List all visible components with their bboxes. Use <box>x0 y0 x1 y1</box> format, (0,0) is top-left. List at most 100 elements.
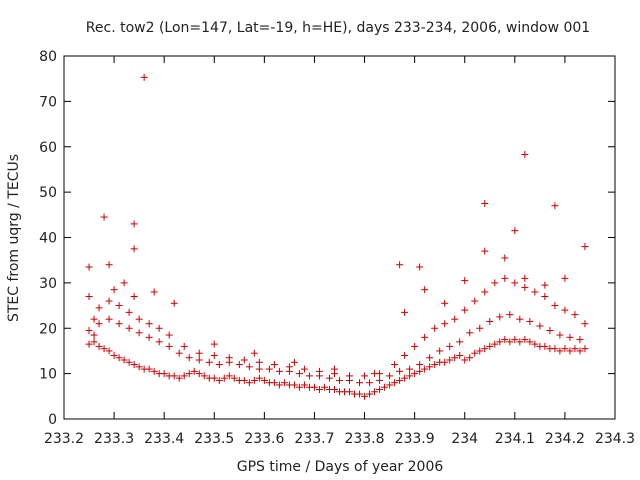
data-point <box>466 354 474 362</box>
data-point <box>411 370 419 378</box>
data-point <box>426 363 434 371</box>
data-point <box>541 292 549 300</box>
data-point <box>491 340 499 348</box>
data-point <box>481 247 489 255</box>
data-point <box>376 386 384 394</box>
data-point <box>170 299 178 307</box>
data-point <box>541 342 549 350</box>
data-point <box>436 347 444 355</box>
data-point <box>105 347 113 355</box>
data-point <box>566 333 574 341</box>
data-point <box>105 261 113 269</box>
data-point <box>506 311 514 319</box>
data-point <box>571 345 579 353</box>
data-point <box>541 281 549 289</box>
data-point <box>115 302 123 310</box>
x-axis-label: GPS time / Days of year 2006 <box>237 459 444 475</box>
y-tick-label: 30 <box>39 276 57 292</box>
data-point <box>441 358 449 366</box>
data-point <box>396 376 404 384</box>
data-point <box>85 263 93 271</box>
data-point <box>396 367 404 375</box>
data-point <box>396 261 404 269</box>
data-point <box>421 365 429 373</box>
data-point <box>175 349 183 357</box>
y-tick-label: 50 <box>39 185 57 201</box>
data-point <box>581 320 589 328</box>
data-point <box>356 390 364 398</box>
data-point <box>105 297 113 305</box>
data-point <box>426 354 434 362</box>
data-point <box>581 345 589 353</box>
data-point <box>361 392 369 400</box>
data-point <box>451 354 459 362</box>
data-point <box>210 340 218 348</box>
data-point <box>130 220 138 228</box>
data-point <box>366 390 374 398</box>
data-point <box>210 351 218 359</box>
data-point <box>200 372 208 380</box>
data-point <box>235 361 243 369</box>
data-point <box>195 370 203 378</box>
data-point <box>556 347 564 355</box>
data-point <box>110 286 118 294</box>
data-point <box>270 361 278 369</box>
data-point <box>406 372 414 380</box>
data-point <box>356 379 364 387</box>
data-point <box>195 356 203 364</box>
data-point <box>140 73 148 81</box>
data-point <box>95 342 103 350</box>
data-point <box>220 374 228 382</box>
y-tick-label: 10 <box>39 367 57 383</box>
data-points <box>85 73 589 400</box>
data-point <box>215 361 223 369</box>
data-point <box>416 263 424 271</box>
x-tick-label: 233.5 <box>194 431 234 447</box>
data-point <box>180 342 188 350</box>
data-point <box>406 365 414 373</box>
data-point <box>325 374 333 382</box>
data-point <box>346 388 354 396</box>
data-point <box>225 354 233 362</box>
data-point <box>566 347 574 355</box>
data-point <box>461 277 469 285</box>
data-point <box>315 367 323 375</box>
data-point <box>195 349 203 357</box>
data-point <box>486 342 494 350</box>
data-point <box>175 374 183 382</box>
data-point <box>551 302 559 310</box>
data-point <box>115 354 123 362</box>
x-tick-label: 233.3 <box>94 431 134 447</box>
data-point <box>561 306 569 314</box>
data-point <box>130 292 138 300</box>
data-point <box>336 376 343 384</box>
data-point <box>466 329 474 337</box>
data-point <box>255 358 263 366</box>
data-point <box>401 308 409 316</box>
data-point <box>190 367 198 375</box>
y-tick-label: 20 <box>39 321 57 337</box>
data-point <box>145 365 153 373</box>
y-tick-label: 60 <box>39 140 57 156</box>
data-point <box>240 376 248 384</box>
data-point <box>571 311 579 319</box>
data-point <box>280 379 288 387</box>
data-point <box>521 150 529 158</box>
data-point <box>85 327 93 335</box>
data-point <box>531 340 539 348</box>
data-point <box>516 315 524 323</box>
y-tick-label: 80 <box>39 49 57 65</box>
data-point <box>125 358 133 366</box>
data-point <box>265 365 273 373</box>
y-tick-label: 70 <box>39 94 57 110</box>
data-point <box>145 320 153 328</box>
data-point <box>305 372 313 380</box>
data-point <box>366 379 374 387</box>
data-point <box>576 336 584 344</box>
data-point <box>245 363 253 371</box>
x-tick-label: 233.9 <box>395 431 435 447</box>
data-point <box>501 336 509 344</box>
axis-ticks: 233.2 233.3 233.4 233.5 233.6 233.7 233.8 233.9… <box>39 49 635 447</box>
data-point <box>205 358 213 366</box>
